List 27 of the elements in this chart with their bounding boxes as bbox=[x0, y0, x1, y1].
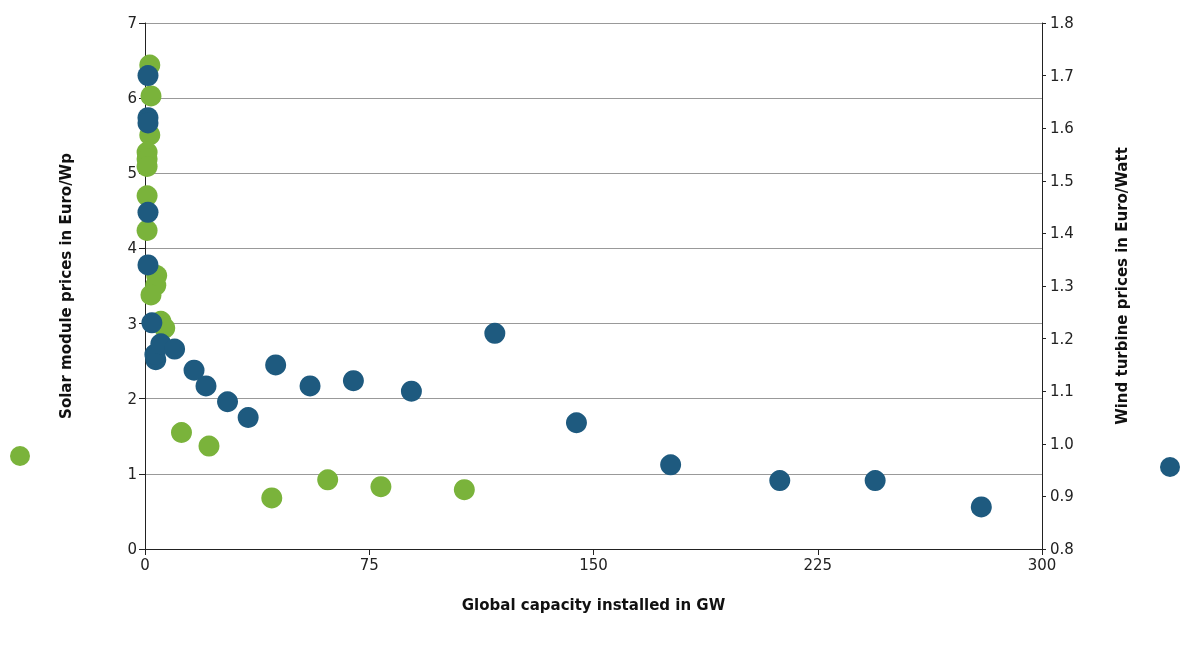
y2-axis-title: Wind turbine prices in Euro/Watt bbox=[1112, 147, 1131, 425]
y2-tick-label: 1.1 bbox=[1050, 382, 1074, 401]
y2-tick-label: 1.8 bbox=[1050, 14, 1074, 32]
y-tick-label: 1 bbox=[127, 464, 137, 483]
x-tick-label: 75 bbox=[359, 555, 379, 574]
y-tick-label: 2 bbox=[127, 389, 137, 408]
y2-tick-label: 1.6 bbox=[1050, 119, 1074, 138]
y2-tick-label: 0.9 bbox=[1050, 487, 1074, 506]
y-tick-label: 5 bbox=[127, 164, 137, 183]
x-tick-label: 150 bbox=[579, 555, 608, 574]
y2-tick-label: 1.3 bbox=[1050, 277, 1074, 295]
y-tick-label: 7 bbox=[127, 14, 137, 32]
y2-tick-label: 1.0 bbox=[1050, 434, 1074, 453]
x-tick-label: 300 bbox=[1027, 555, 1057, 574]
y-tick-label: 4 bbox=[127, 239, 137, 258]
x-axis-title: Global capacity installed in GW bbox=[461, 595, 726, 614]
y2-tick-label: 1.5 bbox=[1050, 171, 1074, 190]
y2-tick-label: 1.2 bbox=[1050, 329, 1074, 348]
y-tick-label: 3 bbox=[127, 314, 137, 333]
y2-tick-label: 0.8 bbox=[1050, 540, 1074, 558]
y2-tick-label: 1.4 bbox=[1050, 224, 1074, 243]
x-tick-label: 0 bbox=[140, 555, 150, 574]
y-tick-label: 0 bbox=[127, 540, 137, 558]
y2-tick-label: 1.7 bbox=[1050, 66, 1074, 85]
y-tick-label: 6 bbox=[127, 89, 137, 108]
y-axis-title: Solar module prices in Euro/Wp bbox=[56, 152, 75, 419]
x-tick-label: 225 bbox=[803, 555, 833, 574]
